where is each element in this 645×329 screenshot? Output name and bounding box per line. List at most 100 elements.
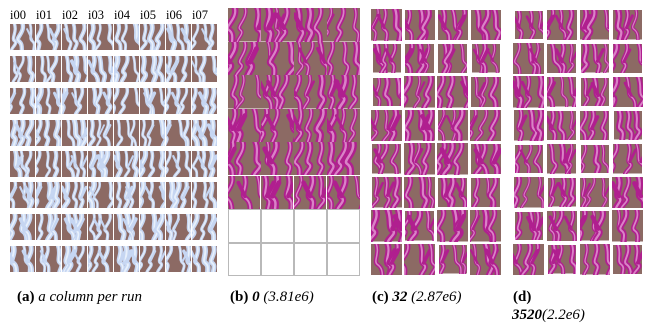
caption-b-value: 0 (252, 289, 260, 305)
texture-tile (62, 151, 87, 177)
texture-tile (611, 175, 644, 209)
texture-tile (294, 142, 327, 176)
texture-tile (469, 8, 502, 41)
texture-tile (62, 214, 87, 240)
caption-c-label: (c) (372, 289, 389, 305)
texture-tile (36, 182, 61, 208)
caption-d-value: 3520(2.2e6) (512, 306, 585, 324)
column-header: i02 (62, 8, 78, 22)
texture-tile (192, 182, 217, 208)
texture-tile (228, 41, 261, 75)
column-header: i07 (192, 8, 208, 22)
texture-tile (10, 88, 35, 114)
texture-tile (140, 182, 165, 208)
empty-tile (228, 242, 261, 276)
texture-tile (166, 120, 191, 146)
texture-tile (62, 88, 87, 114)
texture-tile (546, 143, 577, 175)
texture-tile (10, 56, 35, 82)
texture-tile (326, 174, 361, 210)
caption-a-text: a column per run (38, 289, 142, 305)
texture-tile (371, 76, 402, 107)
texture-tile (437, 176, 468, 208)
empty-tile (294, 242, 327, 276)
texture-tile (62, 24, 87, 50)
texture-tile (192, 24, 217, 50)
caption-c-detail: (2.87e6) (411, 289, 462, 305)
texture-tile (10, 214, 35, 240)
texture-tile (228, 108, 261, 142)
texture-tile (579, 9, 610, 41)
texture-tile (293, 174, 328, 210)
texture-tile (166, 214, 191, 240)
texture-tile (114, 246, 139, 272)
texture-tile (88, 182, 113, 208)
texture-tile (228, 142, 261, 176)
column-header: i00 (10, 8, 26, 22)
texture-tile (10, 120, 35, 146)
texture-tile (436, 142, 469, 176)
texture-tile (294, 41, 327, 75)
texture-tile (88, 56, 113, 82)
texture-tile (469, 142, 502, 175)
panel-a: i00 i01 i02 i03 i04 i05 i06 i07 (10, 0, 218, 280)
texture-tile (611, 75, 644, 108)
texture-tile (512, 75, 545, 109)
texture-tile (403, 8, 436, 41)
texture-tile (261, 108, 294, 142)
texture-tile (261, 75, 294, 109)
texture-tile (192, 120, 217, 146)
texture-tile (36, 214, 61, 240)
texture-tile (579, 76, 610, 107)
texture-tile (327, 41, 360, 75)
caption-a: (a) a column per run (17, 288, 142, 306)
texture-tile (88, 88, 113, 114)
caption-b-detail: (3.81e6) (263, 289, 314, 305)
texture-tile (403, 75, 436, 109)
texture-tile (371, 143, 402, 175)
texture-tile (403, 242, 436, 276)
texture-tile (436, 8, 469, 41)
texture-tile (546, 109, 577, 141)
texture-tile (261, 41, 294, 75)
texture-tile (436, 209, 469, 243)
texture-tile (470, 176, 501, 208)
texture-tile (140, 214, 165, 240)
texture-tile (10, 151, 35, 177)
column-header: i01 (36, 8, 52, 22)
texture-tile (166, 56, 191, 82)
texture-tile (370, 8, 403, 42)
texture-tile (140, 120, 165, 146)
empty-tile (261, 209, 294, 243)
caption-d-detail: (2.2e6) (542, 307, 585, 323)
texture-tile (36, 56, 61, 82)
texture-tile (578, 243, 611, 276)
texture-tile (437, 244, 468, 275)
texture-tile (370, 108, 403, 142)
texture-tile (370, 242, 403, 276)
texture-tile (579, 43, 610, 74)
texture-tile (114, 151, 139, 177)
caption-d-number: 3520 (512, 307, 542, 323)
texture-tile (512, 242, 545, 276)
caption-b-label: (b) (230, 289, 249, 305)
column-header: i06 (166, 8, 182, 22)
caption-c-value: 32 (392, 289, 408, 305)
texture-tile (327, 108, 360, 142)
texture-tile (166, 24, 191, 50)
texture-tile (436, 109, 469, 142)
texture-tile (469, 209, 502, 243)
texture-tile (36, 24, 61, 50)
texture-tile (114, 120, 139, 146)
texture-tile (114, 88, 139, 114)
texture-tile (114, 24, 139, 50)
texture-tile (612, 9, 643, 41)
texture-tile (10, 246, 35, 272)
texture-tile (612, 42, 643, 74)
texture-tile (470, 43, 501, 74)
texture-tile (294, 8, 327, 42)
texture-tile (327, 75, 360, 109)
texture-tile (612, 143, 643, 175)
texture-tile (403, 175, 436, 209)
texture-tile (114, 56, 139, 82)
